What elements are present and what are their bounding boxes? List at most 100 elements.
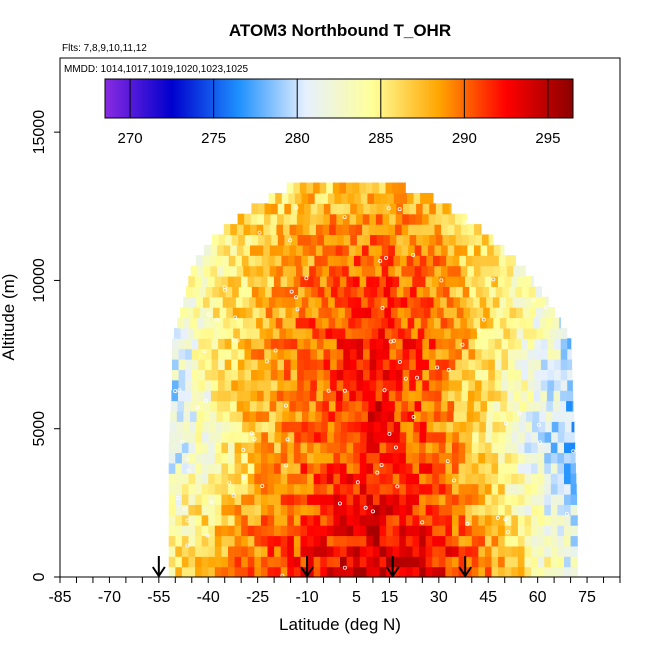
heat-cell (269, 224, 278, 236)
heat-cell (188, 525, 196, 537)
heat-cell (263, 390, 271, 402)
heat-cell (450, 327, 458, 339)
heat-cell (486, 296, 494, 308)
heat-cell (521, 369, 529, 381)
heat-cell (306, 275, 315, 287)
heat-cell (353, 275, 361, 287)
heat-cell (201, 275, 209, 287)
heat-cell (280, 493, 288, 505)
heat-cell (344, 286, 352, 298)
heat-cell (372, 556, 381, 568)
heat-cell (512, 255, 517, 267)
heat-cell (346, 431, 355, 443)
heat-cell (537, 556, 545, 568)
heat-cell (290, 338, 298, 350)
heat-cell (366, 431, 374, 443)
heat-cell (463, 327, 472, 339)
heat-cell (396, 234, 404, 246)
heat-cell (195, 535, 203, 547)
heat-cell (234, 462, 242, 474)
heat-cell (334, 192, 342, 204)
heat-cell (392, 556, 400, 568)
heat-cell (268, 421, 276, 433)
heat-cell (488, 359, 496, 370)
heat-cell (393, 255, 401, 267)
heat-cell (181, 483, 190, 495)
heat-cell (504, 452, 512, 464)
heat-cell (381, 265, 389, 277)
heat-cell (488, 234, 493, 246)
heat-cell (288, 192, 296, 204)
heat-cell (434, 244, 442, 256)
heat-cell (401, 224, 409, 236)
heat-cell (501, 379, 509, 391)
heat-cell (412, 504, 420, 516)
heat-cell (511, 535, 519, 547)
heat-cell (208, 545, 216, 557)
heat-cell (531, 442, 539, 454)
heat-cell (392, 442, 400, 454)
heat-cell (326, 566, 335, 578)
heat-cell (293, 442, 302, 454)
heat-cell (533, 400, 541, 412)
sample-point (536, 422, 541, 427)
heat-cell (277, 369, 285, 381)
heat-cell (268, 255, 276, 267)
heat-cell (501, 359, 509, 370)
heat-cell (293, 504, 302, 516)
heat-cell (498, 514, 506, 526)
heat-cell (408, 390, 416, 402)
x-tick-label: -70 (98, 589, 121, 606)
heat-cell (377, 286, 385, 298)
heat-cell (313, 556, 321, 568)
sample-point (375, 470, 380, 475)
heat-cell (422, 369, 430, 381)
heat-cell (318, 327, 327, 339)
sample-point (294, 205, 299, 210)
heat-cell (181, 442, 190, 454)
heat-cell (570, 431, 575, 443)
heat-cell (346, 452, 354, 464)
heat-cell (235, 255, 243, 267)
heat-cell (524, 493, 532, 505)
heat-cell (296, 224, 304, 236)
heat-cell (280, 452, 288, 464)
heat-cell (218, 369, 226, 381)
heat-cell (295, 400, 304, 412)
heat-cell (326, 473, 335, 485)
heat-cell (399, 483, 407, 495)
heat-cell (396, 348, 404, 360)
heat-cell (376, 234, 384, 246)
heat-cell (500, 244, 505, 256)
heat-cell (564, 566, 572, 578)
heat-cell (445, 483, 453, 495)
heat-cell (524, 525, 532, 537)
heat-cell (313, 462, 321, 474)
heat-cell (496, 307, 504, 319)
heat-cell (260, 545, 269, 557)
heat-cell (406, 431, 414, 443)
heat-cell (342, 244, 350, 256)
heat-cell (451, 275, 460, 287)
heat-cell (508, 348, 516, 360)
heat-cell (389, 213, 397, 225)
heat-cell (363, 338, 371, 350)
sample-point (382, 388, 387, 393)
heat-cell (566, 390, 574, 402)
heat-cell (376, 369, 384, 381)
heat-cell (364, 307, 372, 319)
heat-cell (412, 525, 420, 537)
heat-cell (440, 400, 449, 412)
heat-cell (322, 244, 330, 256)
heat-cell (473, 265, 482, 277)
heat-cell (256, 224, 264, 236)
heat-cell (199, 286, 207, 298)
heat-cell (514, 338, 522, 350)
heat-cell (546, 400, 554, 412)
heat-cell (261, 431, 269, 443)
heat-cell (214, 504, 223, 516)
heat-cell (498, 483, 506, 495)
heat-cell (396, 203, 404, 215)
heat-cell (243, 224, 251, 236)
heat-cell (267, 556, 275, 568)
